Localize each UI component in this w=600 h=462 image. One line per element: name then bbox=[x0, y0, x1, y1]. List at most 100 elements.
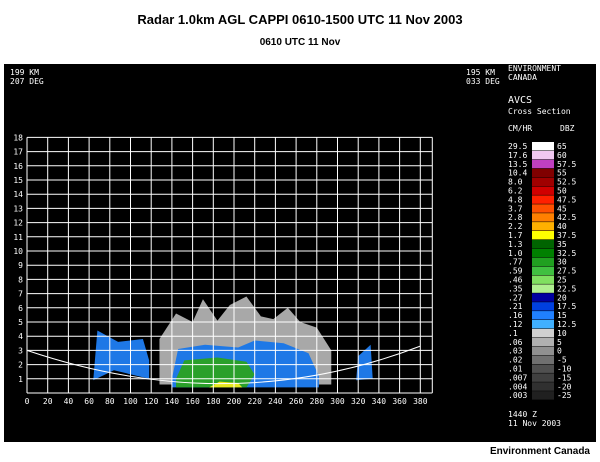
x-tick-label: 40 bbox=[64, 397, 74, 406]
right-endpoint-bearing: 033 DEG bbox=[466, 77, 500, 86]
legend-dbz-label: 47.5 bbox=[557, 195, 576, 204]
credit: Environment Canada bbox=[489, 446, 590, 457]
legend-color-swatch bbox=[532, 231, 554, 240]
legend-dbz-label: -5 bbox=[557, 356, 567, 365]
cross-section-panel: 199 KM 207 DEG 195 KM 033 DEG ENVIRONMEN… bbox=[4, 64, 596, 442]
x-tick-label: 280 bbox=[310, 397, 325, 406]
legend-rate-label: .1 bbox=[508, 329, 518, 338]
legend-color-swatch bbox=[532, 257, 554, 267]
legend-dbz-label: 12.5 bbox=[557, 320, 576, 329]
legend-dbz-label: 5 bbox=[557, 338, 562, 347]
page-subtitle: 0610 UTC 11 Nov bbox=[259, 37, 341, 48]
left-endpoint-bearing: 207 DEG bbox=[10, 77, 44, 86]
echo-area-left bbox=[93, 330, 150, 381]
legend-dbz-label: 22.5 bbox=[557, 284, 576, 293]
x-tick-label: 240 bbox=[268, 397, 283, 406]
legend-rate-label: 1.0 bbox=[508, 249, 523, 258]
legend-dbz-label: 55 bbox=[557, 169, 567, 178]
x-tick-label: 100 bbox=[123, 397, 138, 406]
legend-dbz-label: 25 bbox=[557, 276, 567, 285]
legend-dbz-label: 40 bbox=[557, 222, 567, 231]
y-tick-label: 15 bbox=[13, 176, 23, 185]
legend-rate-label: 3.7 bbox=[508, 204, 523, 213]
legend-dbz-label: -15 bbox=[557, 373, 572, 382]
legend-rate-label: 6.2 bbox=[508, 187, 523, 196]
legend-color-swatch bbox=[532, 222, 554, 231]
legend-color-swatch bbox=[532, 266, 554, 275]
legend-rate-label: 8.0 bbox=[508, 178, 523, 187]
echo-area-right bbox=[356, 344, 373, 381]
x-tick-label: 140 bbox=[165, 397, 180, 406]
legend-dbz-label: 20 bbox=[557, 293, 567, 302]
legend-color-swatch bbox=[532, 186, 554, 195]
legend-dbz-label: 32.5 bbox=[557, 249, 576, 258]
legend-dbz-label: -25 bbox=[557, 391, 572, 400]
y-tick-label: 9 bbox=[18, 261, 23, 270]
valid-date: 11 Nov 2003 bbox=[508, 419, 561, 428]
beam-curve bbox=[26, 345, 421, 385]
legend-color-swatch bbox=[532, 150, 554, 160]
y-tick-label: 2 bbox=[18, 361, 23, 370]
legend-rate-label: .004 bbox=[508, 382, 527, 391]
legend-dbz-label: -10 bbox=[557, 365, 572, 374]
legend-rate-label: 1.7 bbox=[508, 231, 523, 240]
legend-rate-label: .003 bbox=[508, 391, 527, 400]
legend-dbz-label: 50 bbox=[557, 187, 567, 196]
legend-color-swatch bbox=[532, 213, 554, 222]
legend-color-swatch bbox=[532, 177, 554, 186]
legend-dbz-label: 57.5 bbox=[557, 160, 576, 169]
legend-header-rate: CM/HR bbox=[508, 124, 533, 133]
legend-dbz-label: 60 bbox=[557, 151, 567, 160]
x-tick-label: 0 bbox=[25, 397, 30, 406]
y-tick-label: 12 bbox=[13, 219, 23, 228]
x-tick-label: 340 bbox=[372, 397, 387, 406]
y-tick-label: 13 bbox=[13, 204, 23, 213]
x-tick-label: 160 bbox=[185, 397, 200, 406]
valid-time: 1440 Z bbox=[508, 410, 537, 419]
legend-dbz-label: 30 bbox=[557, 258, 567, 267]
product-type: Cross Section bbox=[508, 107, 571, 116]
legend-rate-label: .12 bbox=[508, 320, 523, 329]
legend-rate-label: .21 bbox=[508, 302, 523, 311]
legend-color-swatch bbox=[532, 320, 554, 329]
page-title: Radar 1.0km AGL CAPPI 0610-1500 UTC 11 N… bbox=[137, 12, 463, 27]
y-tick-label: 3 bbox=[18, 346, 23, 355]
legend-rate-label: .02 bbox=[508, 356, 523, 365]
legend-color-swatch bbox=[532, 284, 554, 293]
legend-rate-label: 10.4 bbox=[508, 169, 527, 178]
y-tick-label: 17 bbox=[13, 148, 23, 157]
legend-rate-label: .16 bbox=[508, 311, 523, 320]
x-tick-label: 260 bbox=[289, 397, 304, 406]
org-line-2: CANADA bbox=[508, 73, 537, 82]
x-tick-label: 200 bbox=[227, 397, 242, 406]
legend-dbz-label: 37.5 bbox=[557, 231, 576, 240]
y-tick-label: 7 bbox=[18, 290, 23, 299]
legend-color-swatch bbox=[532, 159, 554, 169]
legend-rate-label: .59 bbox=[508, 267, 523, 276]
legend-color-swatch bbox=[532, 275, 554, 284]
y-tick-label: 16 bbox=[13, 162, 23, 171]
left-endpoint-range: 199 KM bbox=[10, 68, 39, 77]
x-tick-label: 80 bbox=[105, 397, 115, 406]
legend-dbz-label: 35 bbox=[557, 240, 567, 249]
y-tick-label: 6 bbox=[18, 304, 23, 313]
legend-color-swatch bbox=[532, 142, 554, 151]
y-tick-label: 14 bbox=[13, 190, 23, 199]
x-tick-label: 60 bbox=[84, 397, 94, 406]
legend-dbz-label: 27.5 bbox=[557, 267, 576, 276]
legend-rate-label: 13.5 bbox=[508, 160, 527, 169]
legend-dbz-label: 10 bbox=[557, 329, 567, 338]
legend-color-swatch bbox=[532, 346, 554, 356]
legend-color-swatch bbox=[532, 302, 554, 311]
legend-header-dbz: DBZ bbox=[560, 124, 575, 133]
legend-rate-label: .007 bbox=[508, 373, 527, 382]
y-tick-label: 18 bbox=[13, 133, 23, 142]
legend-rate-label: 4.8 bbox=[508, 195, 523, 204]
x-tick-label: 180 bbox=[206, 397, 221, 406]
legend-color-swatch bbox=[532, 204, 554, 213]
legend-rate-label: 2.2 bbox=[508, 222, 523, 231]
legend-rate-label: .01 bbox=[508, 365, 523, 374]
legend-rate-label: 1.3 bbox=[508, 240, 523, 249]
x-tick-label: 320 bbox=[351, 397, 366, 406]
